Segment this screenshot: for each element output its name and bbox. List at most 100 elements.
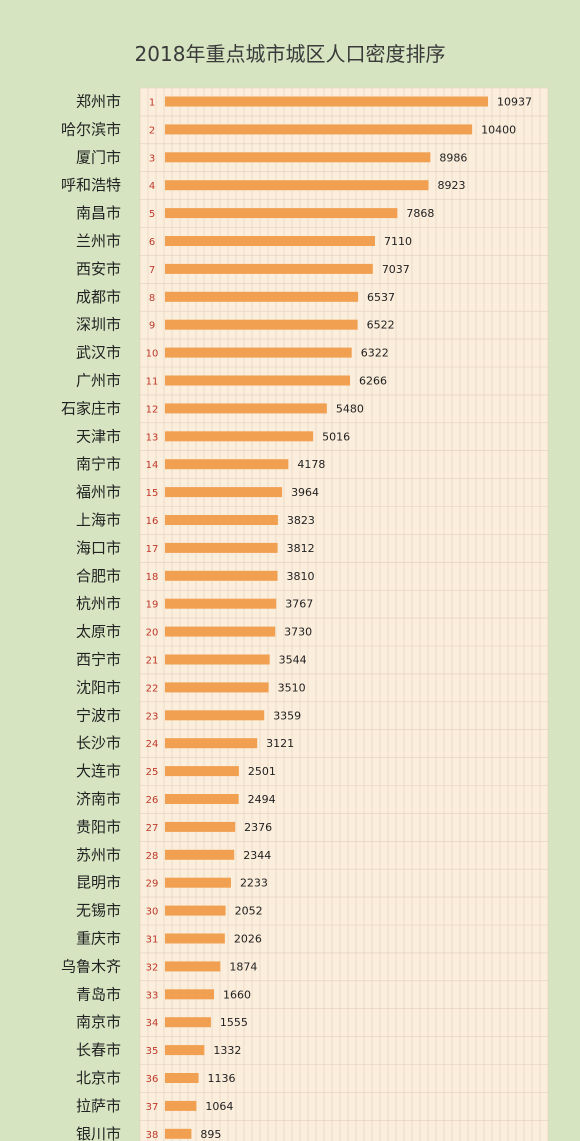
rank-label: 34 (146, 1018, 159, 1029)
value-label: 10400 (481, 123, 516, 136)
bar (165, 208, 398, 219)
rank-label: 31 (146, 935, 159, 946)
rank-label: 9 (149, 321, 155, 332)
bar-row: 苏州市 28 2344 (76, 846, 271, 864)
value-label: 6522 (367, 319, 395, 332)
bar (165, 933, 225, 944)
bar (165, 1045, 205, 1056)
bar-row: 合肥市 18 3810 (76, 567, 315, 585)
city-label: 合肥市 (76, 567, 121, 585)
city-label: 天津市 (76, 427, 121, 445)
bar (165, 124, 473, 135)
value-label: 10937 (497, 96, 532, 109)
bar (165, 291, 359, 302)
value-label: 1064 (205, 1100, 233, 1113)
value-label: 3730 (284, 626, 312, 639)
bar (165, 849, 235, 860)
rank-label: 17 (146, 544, 159, 555)
value-label: 3964 (291, 486, 319, 499)
bar (165, 236, 375, 246)
city-label: 济南市 (76, 790, 121, 808)
bar-row: 南昌市 5 7868 (76, 204, 434, 222)
bar-row: 济南市 26 2494 (76, 790, 276, 808)
bar-row: 杭州市 19 3767 (76, 595, 313, 613)
city-label: 武汉市 (76, 344, 121, 362)
city-label: 太原市 (76, 623, 121, 641)
bar-row: 海口市 17 3812 (76, 539, 315, 557)
rank-label: 6 (149, 237, 155, 248)
rank-label: 37 (146, 1102, 159, 1113)
rank-label: 15 (146, 488, 159, 499)
chart-title: 2018年重点城市城区人口密度排序 (134, 42, 446, 66)
bar (165, 263, 373, 274)
city-label: 郑州市 (76, 93, 121, 111)
bar-row: 长春市 35 1332 (76, 1041, 241, 1059)
bar-row: 成都市 8 6537 (76, 288, 395, 306)
rank-label: 38 (146, 1130, 159, 1141)
bar-row: 南京市 34 1555 (76, 1013, 248, 1031)
city-label: 南宁市 (76, 455, 121, 473)
bar (165, 515, 278, 525)
bar-row: 广州市 11 6266 (76, 372, 387, 390)
rank-label: 10 (146, 349, 159, 360)
value-label: 1555 (220, 1016, 248, 1029)
bar-row: 长沙市 24 3121 (76, 734, 294, 752)
rank-label: 25 (146, 767, 159, 778)
value-label: 7110 (384, 235, 412, 248)
bar-row: 沈阳市 22 3510 (76, 678, 306, 696)
city-label: 厦门市 (76, 148, 121, 166)
bar (165, 682, 269, 693)
value-label: 1874 (229, 960, 257, 973)
rank-label: 13 (146, 432, 159, 443)
city-label: 贵阳市 (76, 818, 121, 836)
value-label: 6322 (361, 347, 389, 360)
value-label: 6537 (367, 291, 395, 304)
bar-row: 上海市 16 3823 (76, 511, 315, 529)
city-label: 广州市 (76, 372, 121, 390)
city-label: 南京市 (76, 1013, 121, 1031)
value-label: 1660 (223, 988, 251, 1001)
bar-row: 厦门市 3 8986 (76, 148, 467, 166)
rank-label: 32 (146, 962, 159, 973)
bar (165, 598, 277, 609)
rank-label: 11 (146, 377, 159, 388)
bar-row: 青岛市 33 1660 (76, 985, 251, 1003)
rank-label: 35 (146, 1046, 159, 1057)
bar (165, 347, 352, 358)
city-label: 上海市 (76, 511, 121, 529)
value-label: 3810 (287, 570, 315, 583)
bar-row: 西宁市 21 3544 (76, 651, 307, 669)
city-label: 沈阳市 (76, 678, 121, 696)
city-label: 长沙市 (76, 734, 121, 752)
bar (165, 961, 221, 972)
value-label: 2052 (235, 905, 263, 918)
value-label: 3544 (279, 654, 307, 667)
rank-label: 3 (149, 153, 155, 164)
value-label: 2376 (244, 821, 272, 834)
bar (165, 459, 289, 470)
value-label: 8986 (439, 151, 467, 164)
bar-row: 深圳市 9 6522 (76, 316, 395, 334)
rank-label: 22 (146, 683, 159, 694)
bar-row: 银川市 38 895 (76, 1125, 221, 1141)
bar-row: 重庆市 31 2026 (76, 930, 262, 948)
bar (165, 180, 429, 191)
city-label: 呼和浩特 (61, 176, 121, 194)
rank-label: 7 (149, 265, 155, 276)
value-label: 7868 (406, 207, 434, 220)
bar (165, 710, 265, 721)
bar (165, 542, 278, 553)
value-label: 2026 (234, 933, 262, 946)
bar (165, 905, 226, 916)
value-label: 6266 (359, 375, 387, 388)
value-label: 2501 (248, 765, 276, 778)
rank-label: 27 (146, 823, 159, 834)
bar (165, 319, 358, 330)
city-label: 无锡市 (76, 902, 121, 920)
city-label: 宁波市 (76, 706, 121, 724)
city-label: 大连市 (76, 762, 121, 780)
value-label: 3359 (273, 709, 301, 722)
rank-label: 1 (149, 98, 155, 109)
value-label: 3823 (287, 514, 315, 527)
